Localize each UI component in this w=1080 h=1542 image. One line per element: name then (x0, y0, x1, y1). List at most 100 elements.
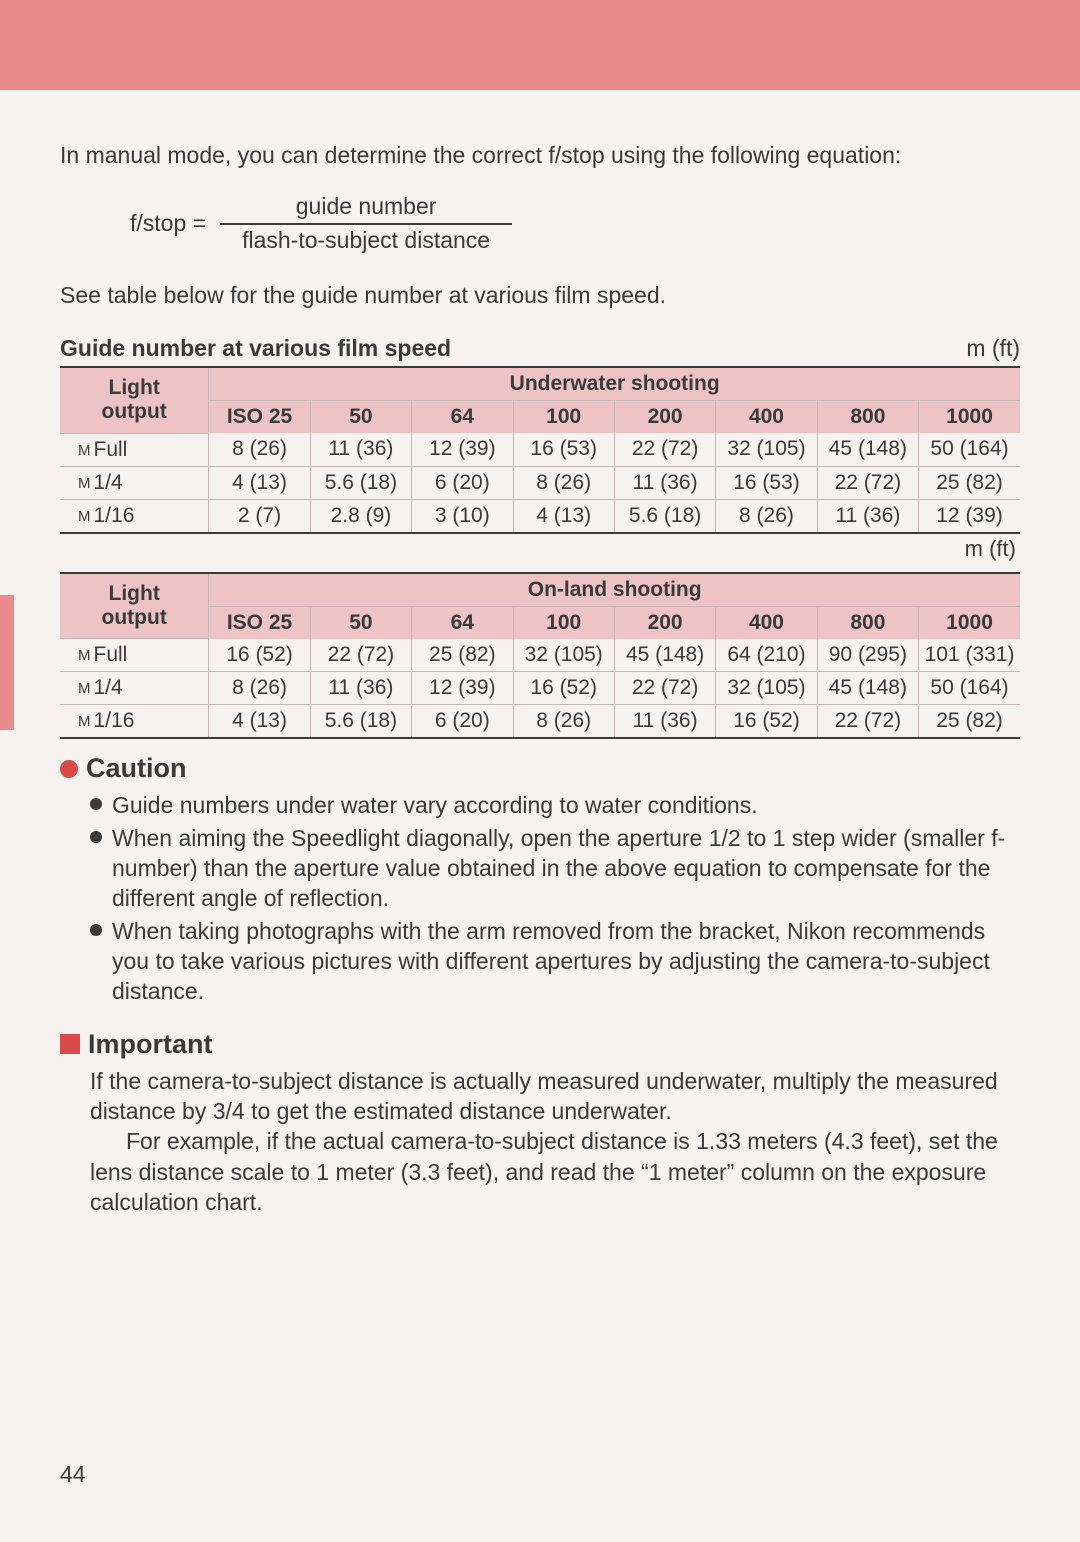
cell: 2 (7) (209, 499, 310, 533)
page-content: In manual mode, you can determine the co… (0, 90, 1080, 1218)
row-label: M1/16 (60, 499, 209, 533)
iso-col: 200 (614, 401, 715, 434)
important-p1: If the camera-to-subject distance is act… (90, 1066, 1020, 1127)
iso-col: 800 (817, 401, 918, 434)
cell: 22 (72) (310, 639, 411, 672)
cell: 45 (148) (817, 672, 918, 705)
guide-table-onland: Lightoutput On-land shooting ISO 25 50 6… (60, 572, 1020, 740)
iso-col: ISO 25 (209, 606, 310, 639)
guide-table-underwater: Lightoutput Underwater shooting ISO 25 5… (60, 366, 1020, 534)
important-section: Important If the camera-to-subject dista… (60, 1029, 1020, 1218)
cell: 50 (164) (919, 672, 1020, 705)
iso-col: ISO 25 (209, 401, 310, 434)
cell: 3 (10) (412, 499, 513, 533)
equation-fraction: guide number flash-to-subject distance (220, 193, 512, 254)
iso-col: 50 (310, 401, 411, 434)
unit-label-below: m (ft) (60, 536, 1016, 562)
caution-title: Caution (86, 753, 187, 784)
top-color-band (0, 0, 1080, 90)
iso-col: 100 (513, 401, 614, 434)
page-number: 44 (60, 1461, 86, 1488)
important-p2: For example, if the actual camera-to-sub… (90, 1126, 1020, 1217)
shooting-header: On-land shooting (209, 573, 1020, 607)
caution-item: Guide numbers under water vary according… (90, 790, 1020, 820)
cell: 6 (20) (412, 466, 513, 499)
bullet-square-icon (60, 1034, 80, 1054)
cell: 32 (105) (513, 639, 614, 672)
table-block-underwater: Guide number at various film speed m (ft… (60, 335, 1020, 562)
iso-col: 800 (817, 606, 918, 639)
cell: 32 (105) (716, 672, 817, 705)
cell: 25 (82) (412, 639, 513, 672)
iso-col: 64 (412, 401, 513, 434)
cell: 16 (53) (716, 466, 817, 499)
table-block-onland: Lightoutput On-land shooting ISO 25 50 6… (60, 572, 1020, 740)
side-tab (0, 595, 14, 730)
row-label: MFull (60, 639, 209, 672)
unit-label: m (ft) (966, 335, 1020, 362)
cell: 5.6 (18) (310, 466, 411, 499)
equation: f/stop = guide number flash-to-subject d… (130, 193, 1020, 254)
cell: 90 (295) (817, 639, 918, 672)
row-label: MFull (60, 433, 209, 466)
iso-col: 400 (716, 401, 817, 434)
cell: 50 (164) (919, 433, 1020, 466)
cell: 12 (39) (412, 433, 513, 466)
light-output-header: Lightoutput (60, 573, 209, 639)
cell: 8 (26) (513, 705, 614, 739)
cell: 8 (26) (716, 499, 817, 533)
caution-item: When taking photographs with the arm rem… (90, 916, 1020, 1007)
cell: 16 (53) (513, 433, 614, 466)
cell: 4 (13) (209, 466, 310, 499)
important-title: Important (88, 1029, 213, 1060)
intro-text: In manual mode, you can determine the co… (60, 140, 1020, 171)
cell: 45 (148) (614, 639, 715, 672)
row-label: M1/4 (60, 672, 209, 705)
cell: 16 (52) (209, 639, 310, 672)
cell: 45 (148) (817, 433, 918, 466)
cell: 16 (52) (513, 672, 614, 705)
row-label: M1/16 (60, 705, 209, 739)
light-output-header: Lightoutput (60, 367, 209, 433)
cell: 4 (13) (513, 499, 614, 533)
cell: 8 (26) (209, 672, 310, 705)
cell: 8 (26) (513, 466, 614, 499)
cell: 22 (72) (817, 705, 918, 739)
iso-col: 50 (310, 606, 411, 639)
cell: 12 (39) (412, 672, 513, 705)
cell: 16 (52) (716, 705, 817, 739)
cell: 11 (36) (310, 672, 411, 705)
cell: 22 (72) (614, 672, 715, 705)
cell: 12 (39) (919, 499, 1020, 533)
caution-section: Caution Guide numbers under water vary a… (60, 753, 1020, 1007)
cell: 11 (36) (614, 705, 715, 739)
cell: 11 (36) (817, 499, 918, 533)
iso-col: 400 (716, 606, 817, 639)
cell: 2.8 (9) (310, 499, 411, 533)
cell: 11 (36) (614, 466, 715, 499)
cell: 5.6 (18) (310, 705, 411, 739)
equation-denominator: flash-to-subject distance (220, 223, 512, 255)
cell: 5.6 (18) (614, 499, 715, 533)
shooting-header: Underwater shooting (209, 367, 1020, 401)
iso-col: 1000 (919, 401, 1020, 434)
equation-numerator: guide number (274, 193, 459, 223)
cell: 22 (72) (817, 466, 918, 499)
cell: 64 (210) (716, 639, 817, 672)
iso-col: 1000 (919, 606, 1020, 639)
cell: 32 (105) (716, 433, 817, 466)
cell: 25 (82) (919, 705, 1020, 739)
cell: 4 (13) (209, 705, 310, 739)
cell: 25 (82) (919, 466, 1020, 499)
cell: 8 (26) (209, 433, 310, 466)
cell: 6 (20) (412, 705, 513, 739)
table-title: Guide number at various film speed (60, 335, 451, 362)
cell: 11 (36) (310, 433, 411, 466)
equation-lhs: f/stop = (130, 210, 206, 237)
cell: 101 (331) (919, 639, 1020, 672)
bullet-circle-icon (60, 760, 78, 778)
caution-list: Guide numbers under water vary according… (60, 790, 1020, 1007)
see-table-note: See table below for the guide number at … (60, 282, 1020, 309)
iso-col: 100 (513, 606, 614, 639)
iso-col: 64 (412, 606, 513, 639)
